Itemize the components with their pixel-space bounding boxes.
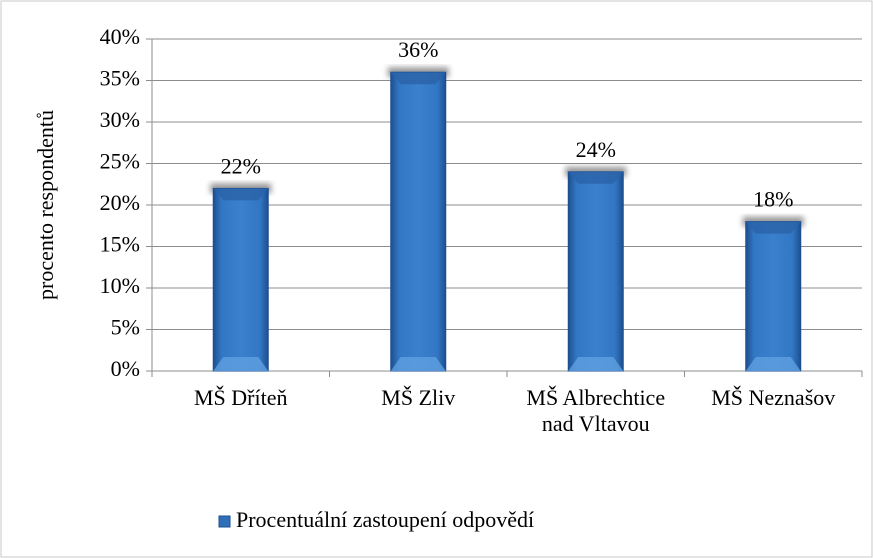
bar-bevel-top	[568, 171, 624, 184]
data-label: 22%	[221, 153, 261, 178]
y-axis-label: procento respondentů	[33, 110, 58, 300]
bar-bevel-top	[390, 72, 446, 85]
y-tick-label: 5%	[111, 315, 140, 340]
y-tick-label: 0%	[111, 356, 140, 381]
y-tick-label: 25%	[100, 149, 140, 174]
bar-bevel-top	[213, 188, 269, 201]
bar	[567, 171, 624, 372]
y-tick-label: 10%	[100, 273, 140, 298]
bar	[212, 187, 269, 372]
data-label: 24%	[576, 137, 616, 162]
bar-bevel-top	[745, 221, 801, 234]
legend-swatch	[218, 515, 231, 528]
bar	[390, 71, 447, 372]
bar-bevel-bottom	[390, 357, 446, 371]
bar-bevel-bottom	[568, 357, 624, 371]
data-label: 36%	[398, 37, 438, 62]
x-tick-label: MŠ Albrechtice nad Vltavou	[526, 385, 666, 436]
x-tick-label: MŠ Dříteň	[194, 385, 288, 410]
bar-bevel-bottom	[745, 357, 801, 371]
x-tick-label: MŠ Neznašov	[711, 385, 836, 410]
legend-label: Procentuální zastoupení odpovědí	[236, 507, 534, 532]
y-tick-label: 30%	[100, 107, 140, 132]
y-tick-label: 15%	[100, 232, 140, 257]
bar-bevel-bottom	[213, 357, 269, 371]
y-tick-label: 35%	[100, 66, 140, 91]
x-tick-label: MŠ Zliv	[381, 385, 456, 410]
y-tick-label: 20%	[100, 190, 140, 215]
data-label: 18%	[753, 187, 793, 212]
y-tick-label: 40%	[100, 24, 140, 49]
bar	[745, 221, 802, 372]
